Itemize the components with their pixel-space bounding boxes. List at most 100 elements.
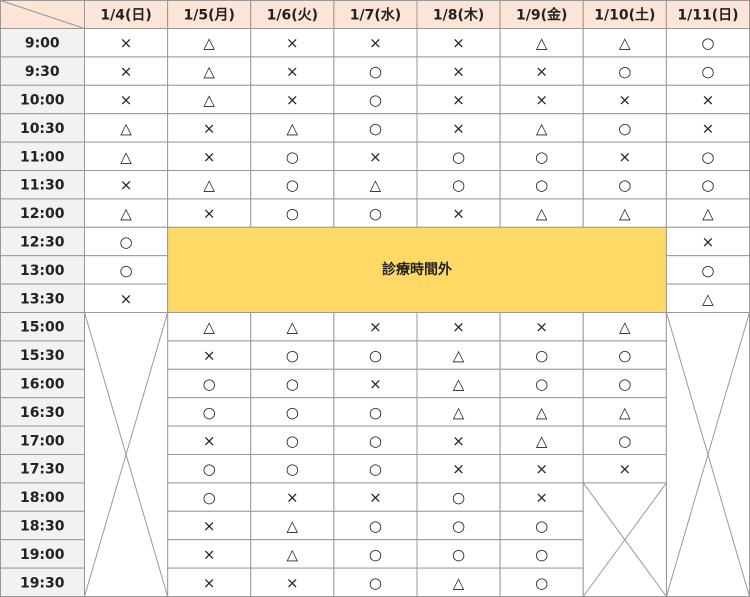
slot-status: ○ [286,205,299,223]
time-cell [0,397,85,427]
slot-status: △ [619,318,631,336]
slot-cell [665,56,750,86]
slot-status: ○ [618,176,631,194]
slot-cell [84,113,169,143]
slot-cell [250,28,335,58]
slot-status: × [452,34,465,52]
slot-status: × [452,205,465,223]
slot-status: △ [702,290,714,308]
closed-cross [84,312,169,597]
slot-status: × [619,460,632,478]
date-label: 1/5(月) [183,7,234,23]
slot-status: ○ [203,489,216,507]
slot-cell [84,170,169,200]
slot-cell [333,482,418,512]
slot-status: × [452,432,465,450]
slot-status: × [203,119,216,137]
slot-status: ○ [286,460,299,478]
slot-status: ○ [701,261,714,279]
slot-cell [84,283,169,314]
time-label: 10:00 [20,93,65,109]
slot-status: × [120,34,133,52]
slot-status: × [619,148,632,166]
slot-cell [167,425,252,456]
time-label: 12:00 [20,206,65,222]
slot-cell [582,198,667,228]
slot-status: × [286,63,299,81]
slot-status: × [369,489,382,507]
corner-diagonal [0,0,85,29]
slot-status: × [702,119,715,137]
slot-status: × [203,148,216,166]
slot-cell [416,340,501,370]
slot-status: ○ [369,545,382,563]
slot-status: △ [619,403,631,421]
slot-cell [499,567,584,597]
slot-cell [333,397,418,427]
slot-status: △ [287,545,299,563]
time-label: 11:00 [20,149,65,165]
closed-cross [582,482,667,597]
time-cell [0,84,85,115]
time-label: 9:00 [25,36,60,52]
slot-cell [250,368,335,399]
slot-status: × [203,205,216,223]
slot-cell [333,170,418,200]
time-label: 15:00 [20,320,65,336]
slot-status: △ [536,205,548,223]
slot-status: × [120,176,133,194]
slot-cell [250,510,335,541]
slot-status: ○ [286,148,299,166]
slot-cell [416,454,501,484]
time-label: 16:30 [20,405,65,421]
slot-status: △ [287,318,299,336]
slot-cell [416,141,501,172]
slot-status: △ [453,347,465,365]
slot-status: × [286,489,299,507]
slot-status: × [286,91,299,109]
time-label: 17:00 [20,433,65,449]
closed-cross [665,312,750,597]
slot-status: △ [370,176,382,194]
slot-cell [582,340,667,370]
slot-cell [499,510,584,541]
time-cell [0,170,85,200]
slot-status: △ [619,34,631,52]
slot-status: × [535,63,548,81]
slot-status: ○ [120,261,133,279]
slot-cell [416,56,501,86]
slot-cell [84,28,169,58]
slot-status: ○ [535,574,548,592]
slot-cell [665,84,750,115]
slot-cell [333,28,418,58]
slot-status: △ [702,205,714,223]
slot-cell [250,198,335,228]
slot-cell [582,141,667,172]
slot-status: × [369,318,382,336]
slot-status: ○ [369,517,382,535]
header-cell [665,0,750,29]
slot-status: ○ [452,148,465,166]
slot-cell [167,198,252,228]
slot-cell [250,425,335,456]
slot-cell [167,312,252,342]
slot-status: △ [287,517,299,535]
slot-cell [416,84,501,115]
slot-status: △ [120,205,132,223]
slot-status: ○ [701,148,714,166]
slot-status: ○ [203,460,216,478]
slot-cell [167,84,252,115]
slot-status: △ [203,34,215,52]
slot-status: × [452,63,465,81]
slot-cell [416,198,501,228]
slot-cell [167,141,252,172]
slot-status: ○ [618,432,631,450]
slot-status: ○ [286,403,299,421]
slot-status: ○ [369,432,382,450]
time-label: 17:30 [20,462,65,478]
time-cell [0,454,85,484]
slot-status: △ [536,119,548,137]
slot-status: ○ [286,432,299,450]
slot-status: × [452,91,465,109]
slot-status: ○ [452,176,465,194]
